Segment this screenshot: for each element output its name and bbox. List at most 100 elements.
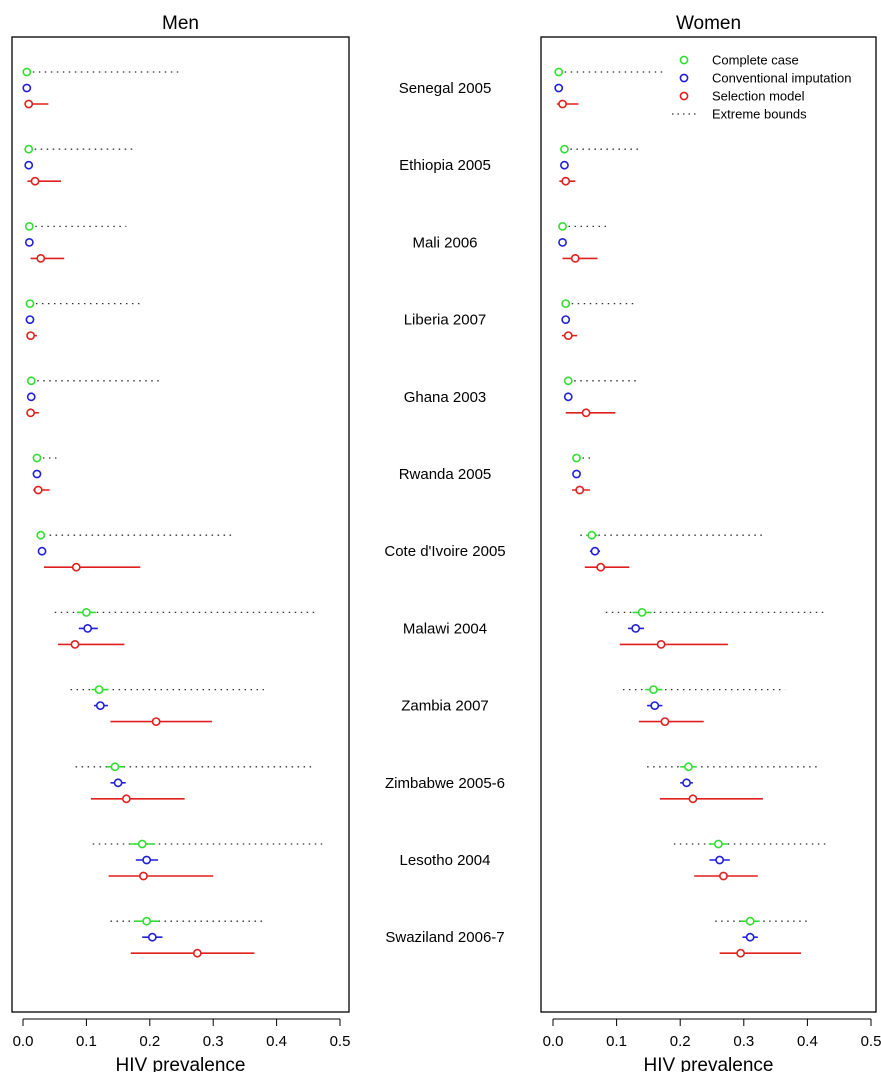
women-row bbox=[554, 67, 664, 109]
legend-label: Extreme bounds bbox=[712, 107, 807, 122]
complete-case-point bbox=[94, 685, 104, 694]
men-x-tick-label: 0.3 bbox=[203, 1033, 224, 1050]
conventional-imputation-point bbox=[554, 83, 564, 93]
legend-label: Selection model bbox=[712, 89, 805, 104]
selection-model-point bbox=[26, 408, 36, 418]
complete-case-point bbox=[637, 608, 647, 617]
men-panel-title: Men bbox=[162, 13, 199, 34]
country-label: Rwanda 2005 bbox=[399, 466, 492, 483]
selection-model-point bbox=[575, 485, 585, 495]
complete-case-point bbox=[137, 839, 147, 849]
complete-case-point bbox=[587, 530, 597, 540]
conventional-imputation-point bbox=[715, 855, 725, 865]
men-x-tick-label: 0.2 bbox=[139, 1033, 160, 1050]
men-row bbox=[36, 530, 233, 572]
country-label: Zimbabwe 2005-6 bbox=[385, 775, 505, 792]
legend-entry: Complete case bbox=[679, 53, 799, 68]
conventional-imputation-point bbox=[142, 855, 152, 865]
men-row bbox=[26, 376, 163, 418]
complete-case-point bbox=[572, 453, 581, 463]
selection-model-point bbox=[121, 794, 131, 804]
women-row bbox=[647, 762, 817, 804]
complete-case-point bbox=[713, 839, 723, 849]
legend-point-swatch bbox=[679, 91, 689, 101]
women-x-tick-label: 0.1 bbox=[606, 1033, 627, 1050]
conventional-imputation-point bbox=[37, 546, 47, 556]
legend-point-swatch bbox=[679, 55, 689, 65]
selection-model-point bbox=[736, 948, 746, 958]
women-row bbox=[580, 530, 763, 572]
selection-model-point bbox=[30, 176, 40, 186]
legend-label: Complete case bbox=[712, 53, 799, 68]
conventional-imputation-point bbox=[83, 624, 93, 633]
selection-model-point bbox=[719, 871, 728, 881]
men-row bbox=[24, 144, 133, 186]
men-row bbox=[70, 685, 264, 726]
complete-case-point bbox=[554, 67, 564, 77]
selection-model-point bbox=[660, 717, 670, 726]
women-row bbox=[558, 221, 608, 263]
men-row bbox=[92, 839, 326, 881]
complete-case-point bbox=[560, 144, 569, 154]
conventional-imputation-point bbox=[113, 778, 123, 788]
complete-case-point bbox=[82, 608, 91, 617]
legend-entry: Conventional imputation bbox=[679, 71, 851, 86]
men-row bbox=[24, 221, 127, 263]
conventional-imputation-point bbox=[650, 701, 660, 710]
conventional-imputation-point bbox=[147, 932, 157, 942]
women-panel-title: Women bbox=[676, 13, 741, 34]
selection-model-point bbox=[24, 99, 34, 109]
country-label: Senegal 2005 bbox=[399, 80, 492, 97]
women-row bbox=[673, 839, 829, 881]
conventional-imputation-point bbox=[560, 160, 569, 170]
men-plot-frame bbox=[11, 36, 350, 1013]
selection-model-point bbox=[151, 717, 161, 726]
country-label: Liberia 2007 bbox=[404, 312, 487, 329]
conventional-imputation-point bbox=[22, 83, 32, 93]
legend-label: Conventional imputation bbox=[712, 71, 851, 86]
country-label: Lesotho 2004 bbox=[400, 852, 491, 869]
country-label: Zambia 2007 bbox=[401, 698, 489, 715]
conventional-imputation-point bbox=[563, 392, 573, 402]
men-x-tick-label: 0.1 bbox=[76, 1033, 97, 1050]
complete-case-point bbox=[25, 299, 35, 308]
selection-model-point bbox=[688, 794, 698, 804]
men-x-tick-label: 0.4 bbox=[266, 1033, 287, 1050]
conventional-imputation-point bbox=[572, 469, 581, 479]
legend-entry: Selection model bbox=[679, 89, 805, 104]
men-row bbox=[32, 453, 62, 495]
conventional-imputation-point bbox=[24, 237, 34, 247]
country-label: Swaziland 2006-7 bbox=[385, 929, 504, 946]
selection-model-point bbox=[561, 176, 571, 186]
complete-case-point bbox=[745, 916, 755, 926]
selection-model-point bbox=[596, 562, 606, 572]
complete-case-point bbox=[24, 144, 34, 154]
selection-model-point bbox=[36, 253, 46, 263]
complete-case-point bbox=[110, 762, 120, 772]
women-x-axis-label: HIV prevalence bbox=[644, 1055, 774, 1072]
conventional-imputation-point bbox=[558, 237, 567, 247]
complete-case-point bbox=[36, 530, 46, 540]
women-row bbox=[572, 453, 594, 495]
women-panel: Women 0.0 0.1 0.2 0.3 0.4 0.5 HIV prevalence bbox=[540, 13, 881, 1072]
women-x-tick-label: 0.3 bbox=[733, 1033, 754, 1050]
complete-case-point bbox=[684, 762, 693, 772]
selection-model-point bbox=[563, 331, 573, 340]
selection-model-point bbox=[33, 485, 43, 495]
selection-model-point bbox=[558, 99, 567, 109]
selection-model-point bbox=[71, 562, 81, 572]
women-row bbox=[561, 299, 636, 340]
country-label: Ethiopia 2005 bbox=[399, 157, 491, 174]
conventional-imputation-point bbox=[24, 160, 34, 170]
men-x-tick-label: 0.0 bbox=[13, 1033, 34, 1050]
men-x-tick-label: 0.5 bbox=[330, 1033, 351, 1050]
men-row bbox=[22, 67, 179, 109]
conventional-imputation-point bbox=[25, 315, 35, 324]
conventional-imputation-point bbox=[26, 392, 36, 402]
men-row bbox=[25, 299, 141, 340]
selection-model-point bbox=[139, 871, 148, 881]
complete-case-point bbox=[561, 299, 571, 308]
conventional-imputation-point bbox=[561, 315, 571, 324]
conventional-imputation-point bbox=[590, 546, 600, 556]
